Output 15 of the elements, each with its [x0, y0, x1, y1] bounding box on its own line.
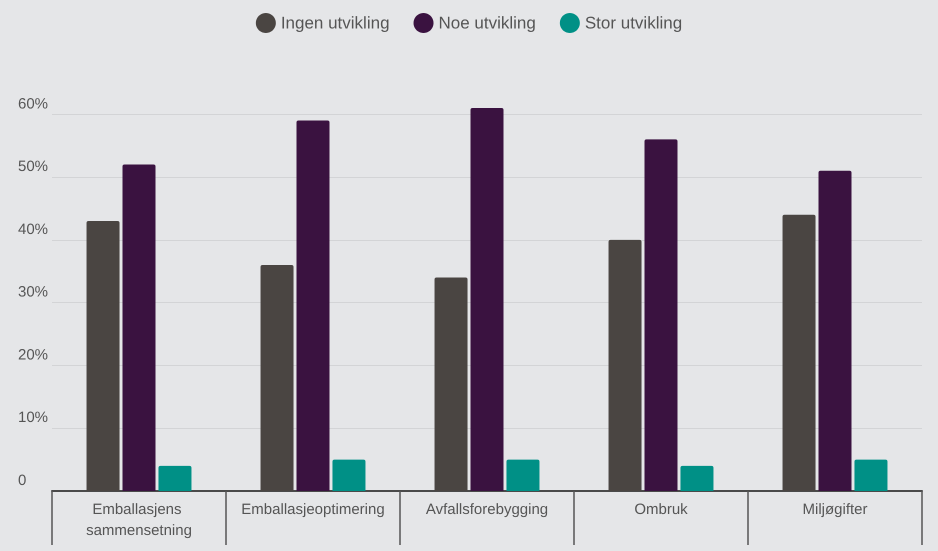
y-tick-label: 30%: [18, 284, 48, 301]
y-tick-label: 60%: [18, 95, 48, 112]
x-tick-label: Emballasjeoptimering: [241, 501, 385, 518]
x-tick-label: Ombruk: [634, 501, 688, 518]
x-tick-label: Emballasjens sammensetning: [86, 501, 192, 539]
y-tick-label: 50%: [18, 158, 48, 176]
legend-label: Noe utvikling: [438, 14, 536, 32]
x-tick-label: Miljøgifter: [802, 501, 868, 518]
y-tick-label: 20%: [18, 346, 48, 364]
y-tick-label: 0: [18, 472, 26, 489]
legend-label: Stor utvikling: [584, 14, 682, 32]
y-tick-label: 40%: [18, 220, 48, 238]
y-tick-label: 10%: [18, 409, 48, 426]
x-tick-label: Avfallsforebygging: [426, 501, 548, 518]
legend-label: Ingen utvikling: [280, 14, 390, 32]
